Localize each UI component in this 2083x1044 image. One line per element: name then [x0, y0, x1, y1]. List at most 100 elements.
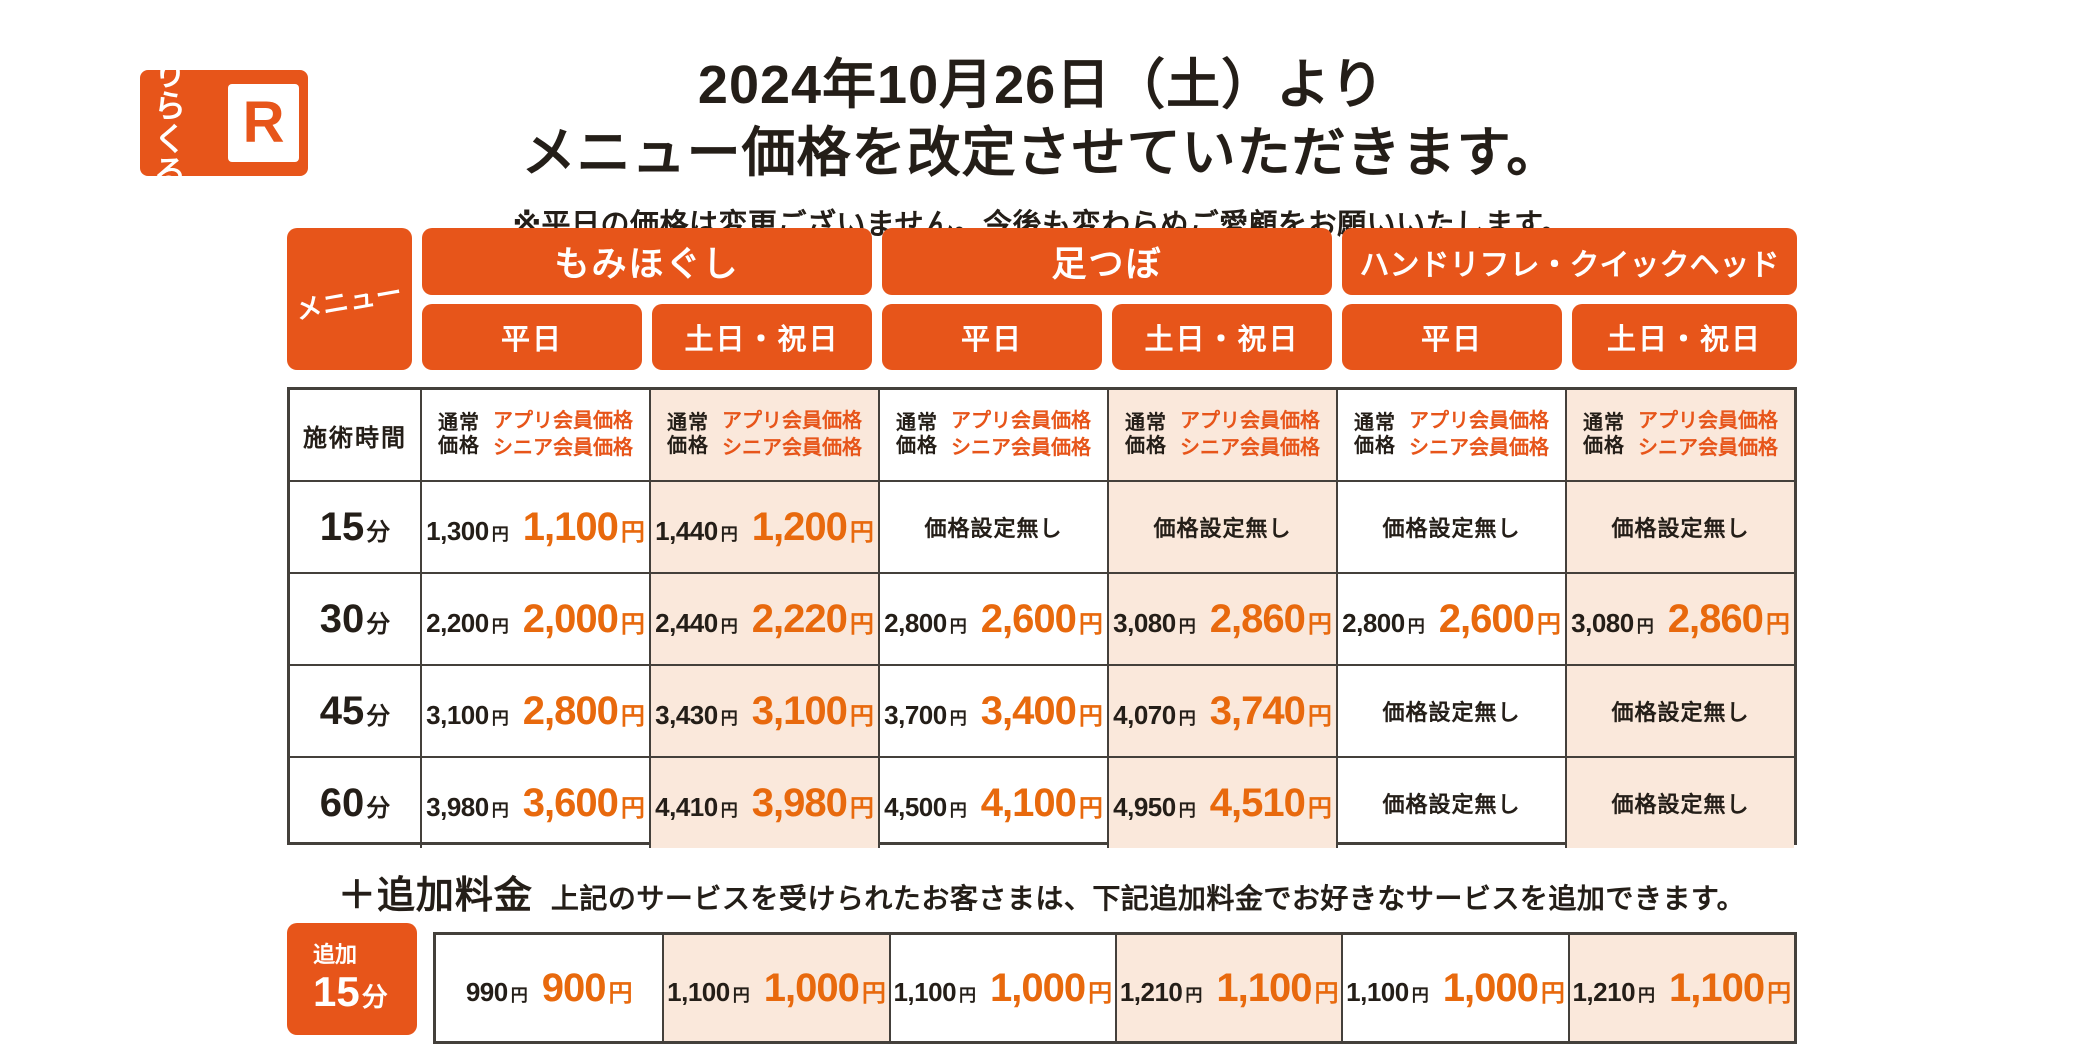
- price-group: 1,100 円 1,000 円: [1346, 966, 1565, 1011]
- member-price-header: アプリ会員価格 シニア会員価格: [951, 408, 1091, 462]
- no-price-label: 価格設定無し: [1382, 516, 1521, 541]
- member-price-yen: 円: [1540, 979, 1565, 1007]
- regular-price-value: 1,210: [1572, 976, 1636, 1007]
- no-price-label: 価格設定無し: [1611, 516, 1750, 541]
- member-price-value: 2,000: [522, 596, 619, 641]
- addon-table: 990 円 900 円 1,100 円 1,000 円 1,100 円 1,000 円 1,210 円 1,…: [433, 932, 1797, 1044]
- price-cell: 3,080 円 2,860 円: [1565, 572, 1794, 664]
- regular-price-header-line2: 価格: [667, 435, 709, 457]
- member-price-yen: 円: [620, 518, 645, 546]
- no-price-label: 価格設定無し: [1382, 700, 1521, 725]
- regular-price-value: 4,410: [655, 791, 718, 822]
- notice-title-block: 2024年10月26日（土）より メニュー価格を改定させていただきます。 ※平日…: [0, 52, 2083, 243]
- price-group: 3,100 円 2,800 円: [426, 689, 645, 734]
- price-group: 4,410 円 3,980 円: [655, 781, 874, 826]
- price-group: 990 円 900 円: [466, 966, 633, 1011]
- regular-price-value: 3,080: [1113, 607, 1176, 638]
- regular-price-header-line2: 価格: [1354, 435, 1396, 457]
- logo-text: りら くる: [154, 57, 219, 189]
- addon-price-cell: 1,100 円 1,000 円: [888, 935, 1115, 1041]
- regular-price-value: 3,430: [655, 699, 718, 730]
- price-group: 3,430 円 3,100 円: [655, 689, 874, 734]
- time-unit: 分: [366, 702, 391, 730]
- regular-price-value: 3,100: [426, 699, 489, 730]
- no-price-cell: 価格設定無し: [1565, 756, 1794, 848]
- time-cell: 45 分: [290, 664, 420, 756]
- member-price-value: 2,800: [522, 688, 619, 733]
- regular-price-value: 2,440: [655, 607, 718, 638]
- time-group: 60 分: [320, 781, 391, 826]
- member-price-value: 4,510: [1209, 780, 1306, 825]
- member-price-yen: 円: [1307, 610, 1332, 638]
- member-price-yen: 円: [1314, 979, 1339, 1007]
- member-price-header: アプリ会員価格 シニア会員価格: [1638, 408, 1778, 462]
- regular-price-yen: 円: [1636, 616, 1654, 636]
- member-price-value: 1,200: [751, 504, 848, 549]
- regular-price-yen: 円: [1638, 985, 1656, 1005]
- price-group: 3,080 円 2,860 円: [1113, 597, 1332, 642]
- price-cell: 4,950 円 4,510 円: [1107, 756, 1336, 848]
- addon-row: 追加 15 分 990 円 900 円 1,100 円 1,000 円 1,100 円 1,000 円…: [287, 923, 1797, 1044]
- regular-price-yen: 円: [1178, 708, 1196, 728]
- member-price-yen: 円: [1765, 610, 1790, 638]
- day-header-weekday-2: 平日: [882, 304, 1102, 370]
- member-price-value: 2,220: [751, 596, 848, 641]
- member-price-value: 3,400: [980, 688, 1077, 733]
- price-group: 4,950 円 4,510 円: [1113, 781, 1332, 826]
- regular-price-value: 2,200: [426, 607, 489, 638]
- regular-price-yen: 円: [720, 800, 738, 820]
- no-price-label: 価格設定無し: [924, 516, 1063, 541]
- senior-member-price-header: シニア会員価格: [1409, 437, 1549, 459]
- senior-member-price-header: シニア会員価格: [1638, 437, 1778, 459]
- price-cell: 3,700 円 3,400 円: [878, 664, 1107, 756]
- price-group: 3,700 円 3,400 円: [884, 689, 1103, 734]
- member-price-yen: 円: [1078, 794, 1103, 822]
- price-cell: 3,980 円 3,600 円: [420, 756, 649, 848]
- regular-price-value: 2,800: [884, 607, 947, 638]
- time-cell: 60 分: [290, 756, 420, 848]
- regular-price-yen: 円: [491, 800, 509, 820]
- time-group: 15 分: [320, 505, 391, 550]
- addon-heading-description: 上記のサービスを受けられたお客さまは、下記追加料金でお好きなサービスを追加できま…: [550, 883, 1746, 914]
- regular-price-header-line2: 価格: [438, 435, 480, 457]
- price-cell: 2,800 円 2,600 円: [1336, 572, 1565, 664]
- member-price-yen: 円: [849, 518, 874, 546]
- app-member-price-header: アプリ会員価格: [1409, 410, 1549, 432]
- no-price-cell: 価格設定無し: [1107, 480, 1336, 572]
- regular-price-yen: 円: [720, 708, 738, 728]
- logo-r-glyph: R: [242, 90, 285, 155]
- price-group: 1,100 円 1,000 円: [667, 966, 886, 1011]
- senior-member-price-header: シニア会員価格: [951, 437, 1091, 459]
- addon-price-cell: 1,100 円 1,000 円: [1341, 935, 1567, 1041]
- regular-price-header: 通常 価格: [1583, 412, 1625, 458]
- member-price-value: 3,740: [1209, 688, 1306, 733]
- member-price-yen: 円: [1088, 979, 1113, 1007]
- senior-member-price-header: シニア会員価格: [493, 437, 633, 459]
- price-cell: 4,070 円 3,740 円: [1107, 664, 1336, 756]
- regular-price-header-line1: 通常: [1583, 412, 1625, 434]
- price-column-header: 通常 価格 アプリ会員価格 シニア会員価格: [649, 390, 878, 480]
- price-group: 2,440 円 2,220 円: [655, 597, 874, 642]
- member-price-value: 2,860: [1667, 596, 1764, 641]
- regular-price-header-line1: 通常: [1125, 412, 1167, 434]
- day-header-weekday-1: 平日: [422, 304, 642, 370]
- regular-price-value: 3,980: [426, 791, 489, 822]
- time-minutes: 60: [319, 780, 365, 825]
- regular-price-header-line2: 価格: [896, 435, 938, 457]
- regular-price-header-line2: 価格: [1583, 435, 1625, 457]
- member-price-yen: 円: [608, 979, 633, 1007]
- regular-price-value: 3,080: [1571, 607, 1634, 638]
- price-cell: 4,500 円 4,100 円: [878, 756, 1107, 848]
- regular-price-yen: 円: [720, 524, 738, 544]
- no-price-cell: 価格設定無し: [1336, 756, 1565, 848]
- member-price-value: 1,100: [522, 504, 619, 549]
- price-group: 1,100 円 1,000 円: [893, 966, 1112, 1011]
- regular-price-yen: 円: [491, 524, 509, 544]
- time-minutes: 15: [319, 504, 365, 549]
- time-unit: 分: [366, 610, 391, 638]
- regular-price-value: 1,100: [893, 976, 957, 1007]
- time-group: 30 分: [320, 597, 391, 642]
- no-price-cell: 価格設定無し: [1565, 664, 1794, 756]
- regular-price-yen: 円: [491, 616, 509, 636]
- regular-price-value: 4,950: [1113, 791, 1176, 822]
